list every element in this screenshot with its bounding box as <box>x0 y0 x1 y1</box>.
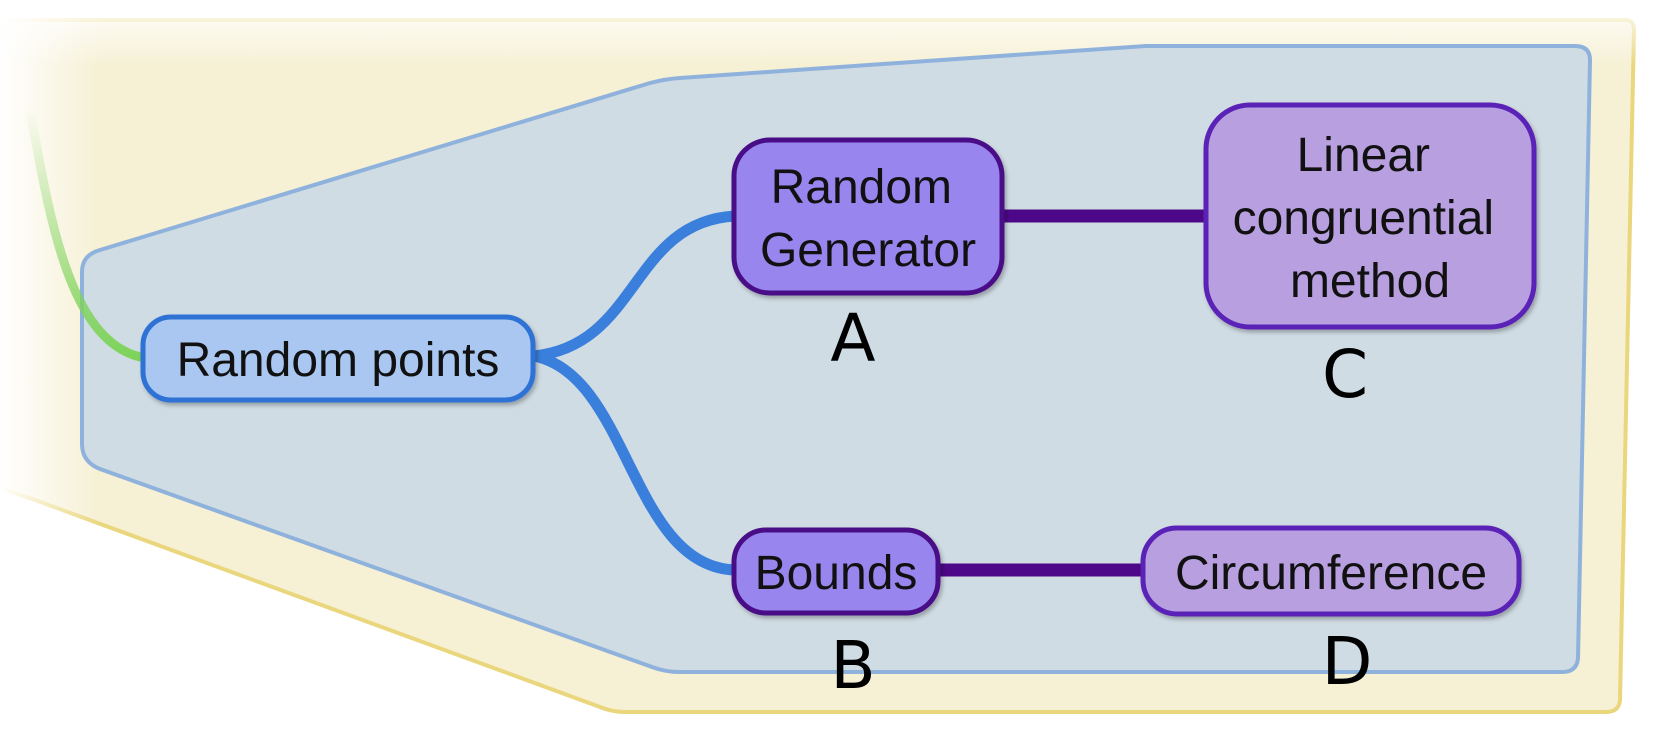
marker-c: C <box>1322 336 1368 413</box>
leaf-lcm-label-line-1: Linear <box>1297 129 1430 182</box>
marker-a: A <box>830 300 875 377</box>
marker-d: D <box>1322 623 1373 700</box>
root-node-label: Random points <box>177 334 500 387</box>
root-node-random-points[interactable] <box>140 314 536 403</box>
node-bounds[interactable] <box>731 527 941 616</box>
branch-line-bounds <box>528 350 741 576</box>
node-random-generator-label-line-1: Random <box>771 161 952 214</box>
leaf-node-circumference-label: Circumference <box>1175 547 1487 600</box>
node-bounds-label: Bounds <box>755 547 918 600</box>
leaf-lcm-label-line-3: method <box>1290 255 1450 308</box>
leaf-node-linear-congruential-method[interactable] <box>1203 102 1537 330</box>
node-random-generator-label: Random Generator <box>760 161 976 277</box>
branch-line-random-generator <box>528 210 741 362</box>
leaf-lcm-label-line-2: congruential <box>1233 192 1495 245</box>
leaf-node-circumference[interactable] <box>1140 525 1522 617</box>
node-random-generator-label-line-2: Generator <box>760 224 976 277</box>
incoming-branch-line <box>25 105 150 363</box>
leaf-node-linear-congruential-method-label: Linear congruential method <box>1233 129 1508 308</box>
marker-b: B <box>830 627 875 704</box>
node-random-generator[interactable] <box>731 137 1005 296</box>
